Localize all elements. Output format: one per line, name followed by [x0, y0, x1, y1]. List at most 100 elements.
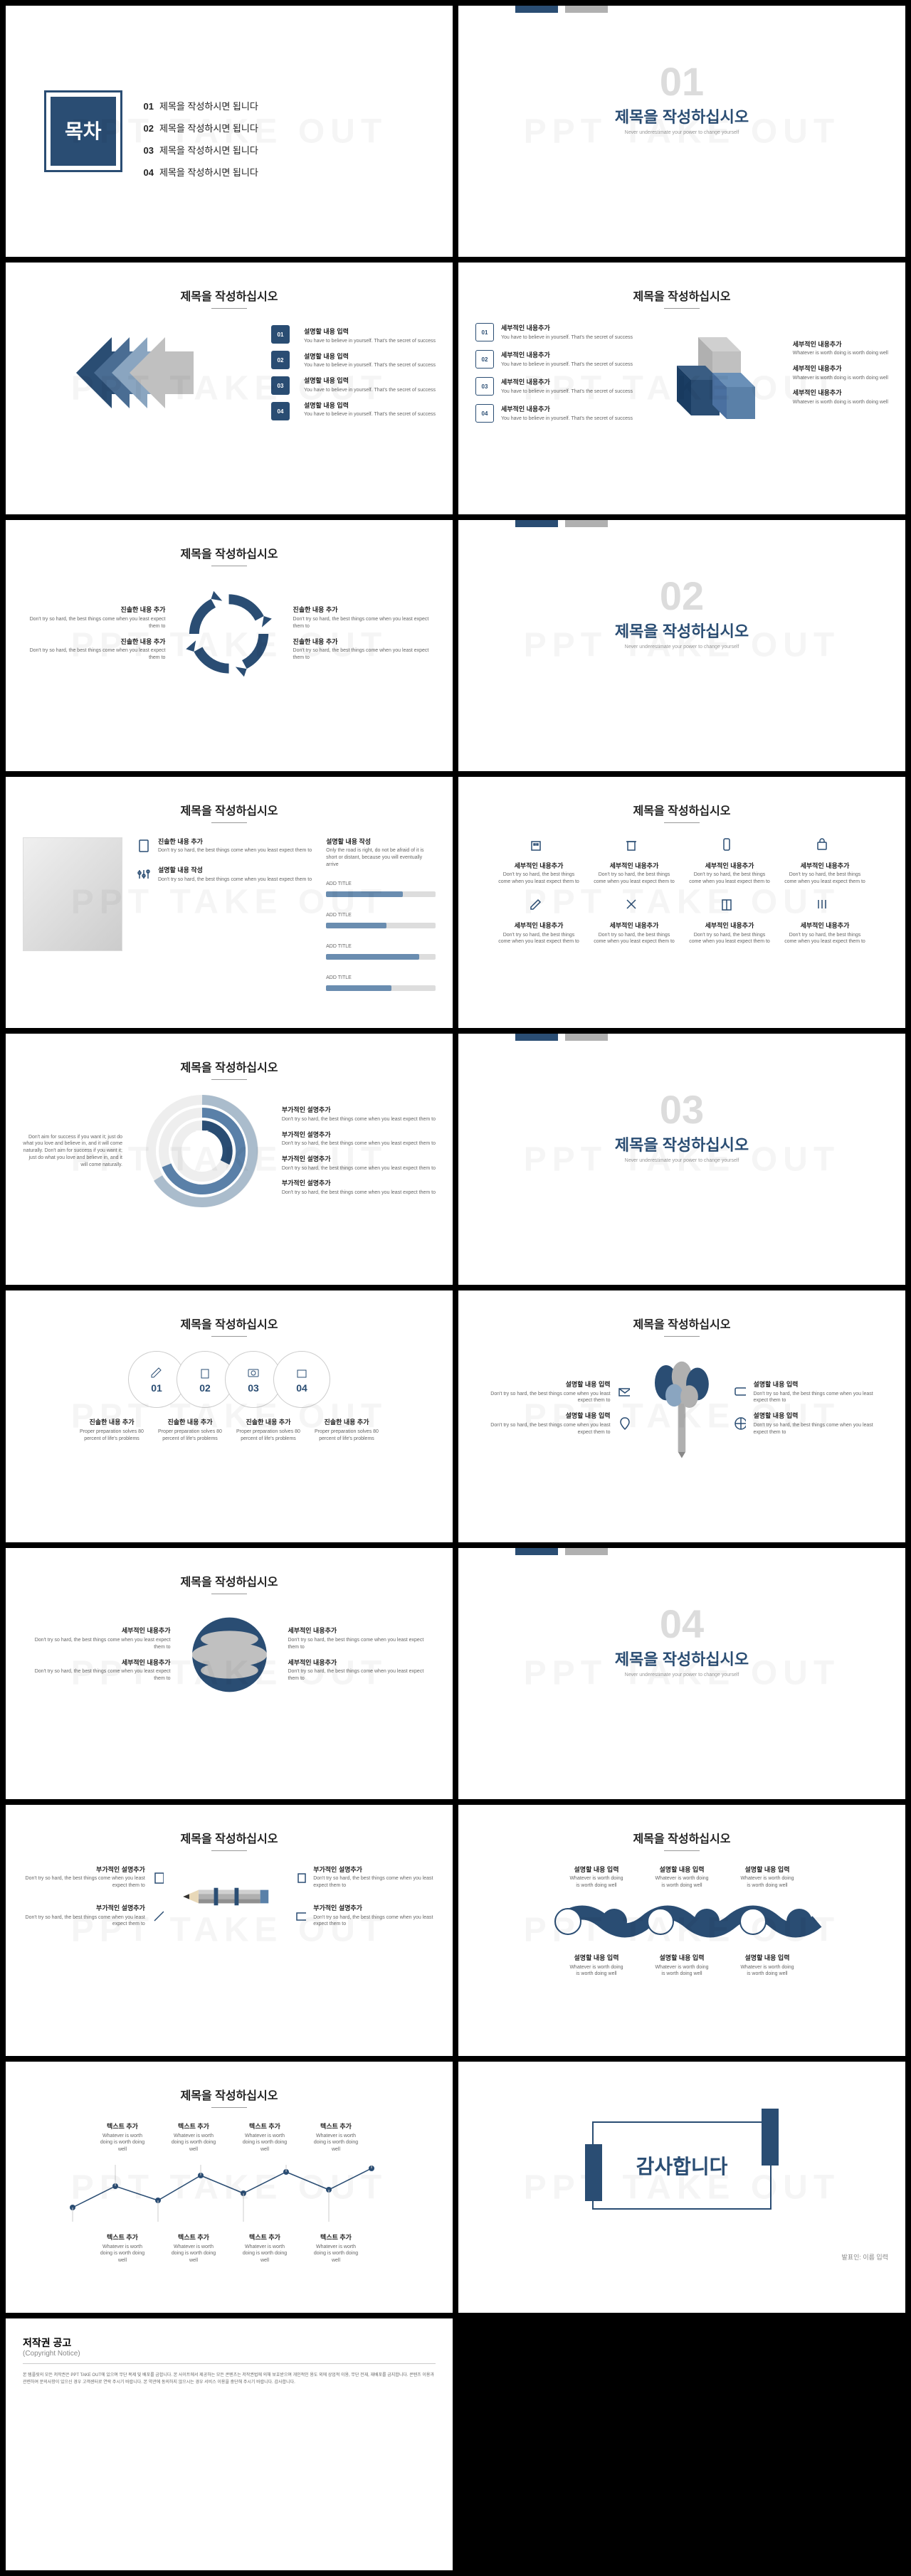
slide-pencil: PPT TAKE OUT 제목을 작성하십시오 부가적인 설명추가Don't t…: [6, 1805, 453, 2056]
list-item: 부가적인 설명추가Don't try so hard, the best thi…: [23, 1904, 164, 1928]
slide-arcs: PPT TAKE OUT 제목을 작성하십시오 Don't aim for su…: [6, 1034, 453, 1285]
thank-accent-right: [762, 2109, 779, 2166]
circle-item: 04: [273, 1351, 330, 1408]
desc-item: 설명할 내용 입력Whatever is worth doing is wort…: [739, 1954, 796, 1978]
desc-item: 세부적인 내용추가Don't try so hard, the best thi…: [288, 1626, 436, 1650]
slide-cubes: PPT TAKE OUT 제목을 작성하십시오 01세부적인 내용추가You h…: [458, 263, 905, 514]
slide-circles4: PPT TAKE OUT 제목을 작성하십시오 01 02 03 04 진솔한 …: [6, 1290, 453, 1542]
title-divider: [664, 822, 700, 823]
icon-cell: 세부적인 내용추가Don't try so hard, the best thi…: [688, 837, 772, 886]
title-divider: [211, 1079, 247, 1080]
title-divider: [211, 1336, 247, 1337]
desc-item: 부가적인 설명추가Don't try so hard, the best thi…: [282, 1155, 436, 1172]
section-subtitle: Never underestimate your power to change…: [475, 645, 888, 650]
section-title: 제목을 작성하십시오: [475, 1133, 888, 1155]
location-icon: [618, 1416, 631, 1431]
arrow3d-graphic: [69, 323, 211, 423]
accent-tab: [515, 1034, 558, 1041]
bar-row: ADD TITLE: [326, 970, 436, 994]
pencil-graphic: [178, 1875, 281, 1918]
slide-title: 제목을 작성하십시오: [23, 1058, 436, 1075]
slide-photo-bars: PPT TAKE OUT 제목을 작성하십시오 진솔한 내용 추가Don't t…: [6, 777, 453, 1028]
desc-item: 세부적인 내용추가Don't try so hard, the best thi…: [23, 1658, 171, 1682]
desc-item: 설명할 내용 입력Whatever is worth doing is wort…: [568, 1865, 625, 1889]
pencil-icon: [152, 1909, 164, 1923]
chart-label: 텍스트 추가Whatever is worth doing is worth d…: [169, 2233, 218, 2264]
desc-item: 부가적인 설명추가Don't try so hard, the best thi…: [282, 1106, 436, 1123]
arc-chart: TEXT TEXT: [145, 1094, 259, 1208]
section-subtitle: Never underestimate your power to change…: [475, 1673, 888, 1677]
desc-item: 세부적인 내용추가Don't try so hard, the best thi…: [23, 1626, 171, 1650]
slide-title: 제목을 작성하십시오: [23, 1829, 436, 1846]
desc-item: 부가적인 설명추가Don't try so hard, the best thi…: [282, 1179, 436, 1196]
section-title: 제목을 작성하십시오: [475, 1647, 888, 1670]
section-number: 03: [475, 1086, 888, 1133]
globe-graphic: [185, 1608, 274, 1701]
slide-title: 제목을 작성하십시오: [475, 287, 888, 304]
desc-item: 세부적인 내용추가Whatever is worth doing is wort…: [793, 388, 888, 406]
toc-item: 02제목을 작성하시면 됩니다: [144, 121, 258, 134]
list-item: 설명할 내용 입력Don't try so hard, the best thi…: [475, 1411, 630, 1436]
toc-badge: 목차: [44, 90, 122, 173]
list-item: 03세부적인 내용추가You have to believe in yourse…: [475, 377, 633, 396]
desc-item: 진솔한 내용 추가Don't try so hard, the best thi…: [23, 605, 165, 630]
camera-icon: [246, 1365, 260, 1379]
list-item: 부가적인 설명추가Don't try so hard, the best thi…: [23, 1865, 164, 1889]
bar-row: ADD TITLE: [326, 938, 436, 963]
accent-tab: [565, 1034, 608, 1041]
desc-item: 진솔한 내용 추가Don't try so hard, the best thi…: [293, 637, 436, 662]
section-title: 제목을 작성하십시오: [475, 105, 888, 127]
desc-item: 진솔한 내용 추가Proper preparation solves 80 pe…: [315, 1418, 379, 1442]
slide-section-03: PPT TAKE OUT 03 제목을 작성하십시오 Never underes…: [458, 1034, 905, 1285]
num-badge: 03: [271, 376, 290, 395]
chart-label: 텍스트 추가Whatever is worth doing is worth d…: [240, 2122, 290, 2153]
book-icon: [720, 897, 739, 917]
chart-label: 텍스트 추가Whatever is worth doing is worth d…: [311, 2122, 361, 2153]
bar-row: ADD TITLE: [326, 907, 436, 931]
slide-arrow3d: PPT TAKE OUT 제목을 작성하십시오 01 02 03 04 설명할 …: [6, 263, 453, 514]
tree-graphic: [644, 1351, 720, 1465]
title-divider: [664, 308, 700, 309]
icon-cell: 세부적인 내용추가Don't try so hard, the best thi…: [497, 897, 581, 945]
slide-line-chart: PPT TAKE OUT 제목을 작성하십시오 텍스트 추가Whatever i…: [6, 2062, 453, 2313]
section-number: 01: [475, 58, 888, 105]
desc-item: 세부적인 내용추가Whatever is worth doing is wort…: [793, 364, 888, 381]
accent-tab: [565, 520, 608, 527]
slide-title: 제목을 작성하십시오: [23, 287, 436, 304]
slide-title: 제목을 작성하십시오: [23, 544, 436, 561]
cycle-graphic: [179, 581, 278, 687]
bag-icon: [815, 837, 835, 857]
title-divider: [664, 1850, 700, 1851]
building-icon: [529, 837, 549, 857]
pencil-icon: [149, 1365, 164, 1379]
icon-cell: 세부적인 내용추가Don't try so hard, the best thi…: [783, 837, 867, 886]
slide-chain: PPT TAKE OUT 제목을 작성하십시오 설명할 내용 입력Whateve…: [458, 1805, 905, 2056]
desc-item: 진솔한 내용 추가Don't try so hard, the best thi…: [23, 637, 165, 662]
svg-text:TEXT: TEXT: [196, 1143, 209, 1148]
accent-tab: [565, 1548, 608, 1555]
slide-title: 제목을 작성하십시오: [23, 801, 436, 818]
slide-section-02: PPT TAKE OUT 02 제목을 작성하십시오 Never underes…: [458, 520, 905, 771]
chain-graphic: [539, 1897, 824, 1946]
desc-item: 부가적인 설명추가Don't try so hard, the best thi…: [282, 1130, 436, 1147]
accent-tab: [515, 6, 558, 13]
svg-text:TEXT: TEXT: [196, 1130, 209, 1135]
slide-section-01: PPT TAKE OUT 01 제목을 작성하십시오 Never underes…: [458, 6, 905, 257]
bar-row: ADD TITLE: [326, 876, 436, 900]
desc-block: 설명할 내용 작성Only the road is right, do not …: [326, 837, 436, 869]
trash-icon: [624, 837, 644, 857]
list-item: 진솔한 내용 추가Don't try so hard, the best thi…: [137, 837, 312, 854]
desc-item: 진솔한 내용 추가Proper preparation solves 80 pe…: [236, 1418, 300, 1442]
chart-label: 텍스트 추가Whatever is worth doing is worth d…: [240, 2233, 290, 2264]
section-title: 제목을 작성하십시오: [475, 619, 888, 642]
presenter-text: 발표인: 이름 입력: [475, 2252, 888, 2262]
tools-icon: [624, 897, 644, 917]
title-divider: [211, 2107, 247, 2108]
desc-item: 설명할 내용 입력Whatever is worth doing is wort…: [739, 1865, 796, 1889]
list-item: 부가적인 설명추가Don't try so hard, the best thi…: [295, 1865, 436, 1889]
desc-item: 설명할 내용 입력You have to believe in yourself…: [304, 376, 436, 393]
title-divider: [211, 1850, 247, 1851]
section-subtitle: Never underestimate your power to change…: [475, 1158, 888, 1163]
list-item: 부가적인 설명추가Don't try so hard, the best thi…: [295, 1904, 436, 1928]
icon-cell: 세부적인 내용추가Don't try so hard, the best thi…: [783, 897, 867, 945]
